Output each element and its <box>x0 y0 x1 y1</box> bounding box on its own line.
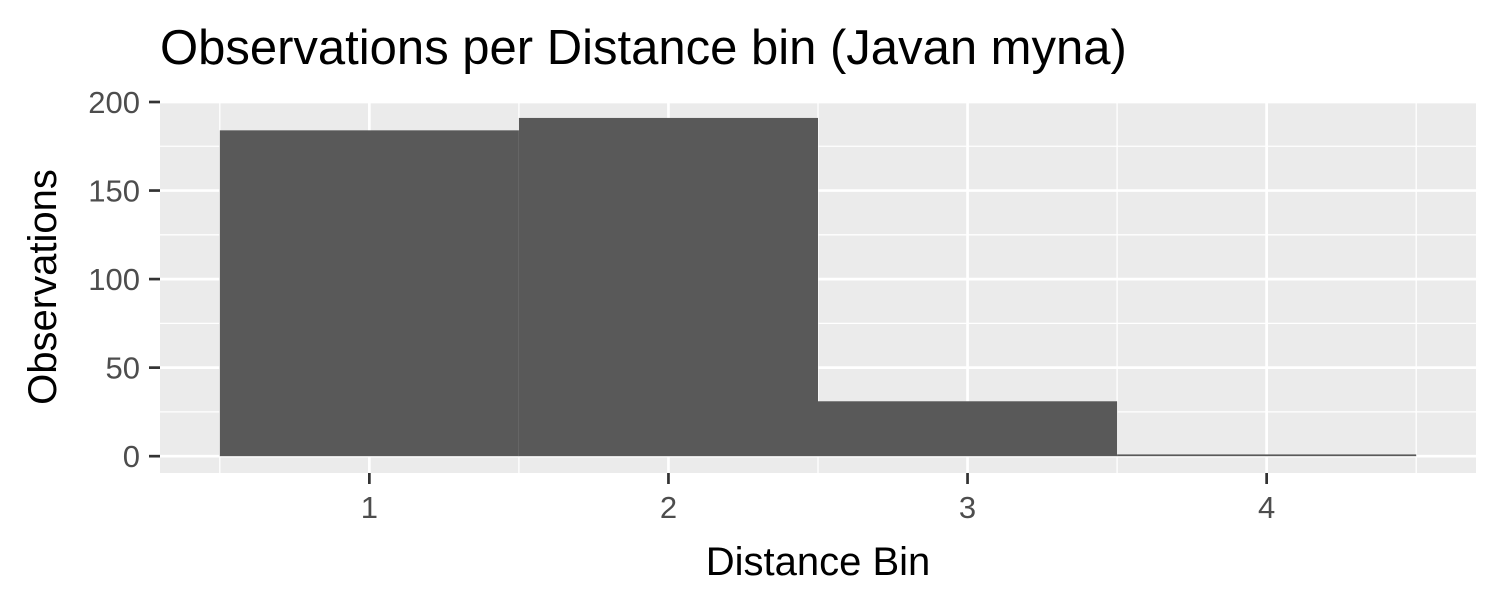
bars <box>219 117 1417 457</box>
y-tick-label: 200 <box>88 85 140 120</box>
bar-4 <box>1117 454 1417 457</box>
y-tick-label: 0 <box>123 439 140 474</box>
x-axis-title: Distance Bin <box>706 540 931 584</box>
y-tick-label: 150 <box>88 174 140 209</box>
y-tick-label: 100 <box>88 262 140 297</box>
bar-3 <box>818 401 1118 457</box>
y-axis-title: Observations <box>21 169 65 405</box>
x-tick-label: 3 <box>959 490 976 525</box>
x-tick-label: 2 <box>660 490 677 525</box>
bar-1 <box>219 130 519 457</box>
x-tick-label: 4 <box>1258 490 1275 525</box>
y-tick-label: 50 <box>106 351 140 386</box>
chart-title: Observations per Distance bin (Javan myn… <box>160 21 1127 75</box>
x-tick-label: 1 <box>361 490 378 525</box>
bar-2 <box>518 117 818 457</box>
axes: 0 50 100 150 200 1 2 3 4 <box>88 85 1275 525</box>
